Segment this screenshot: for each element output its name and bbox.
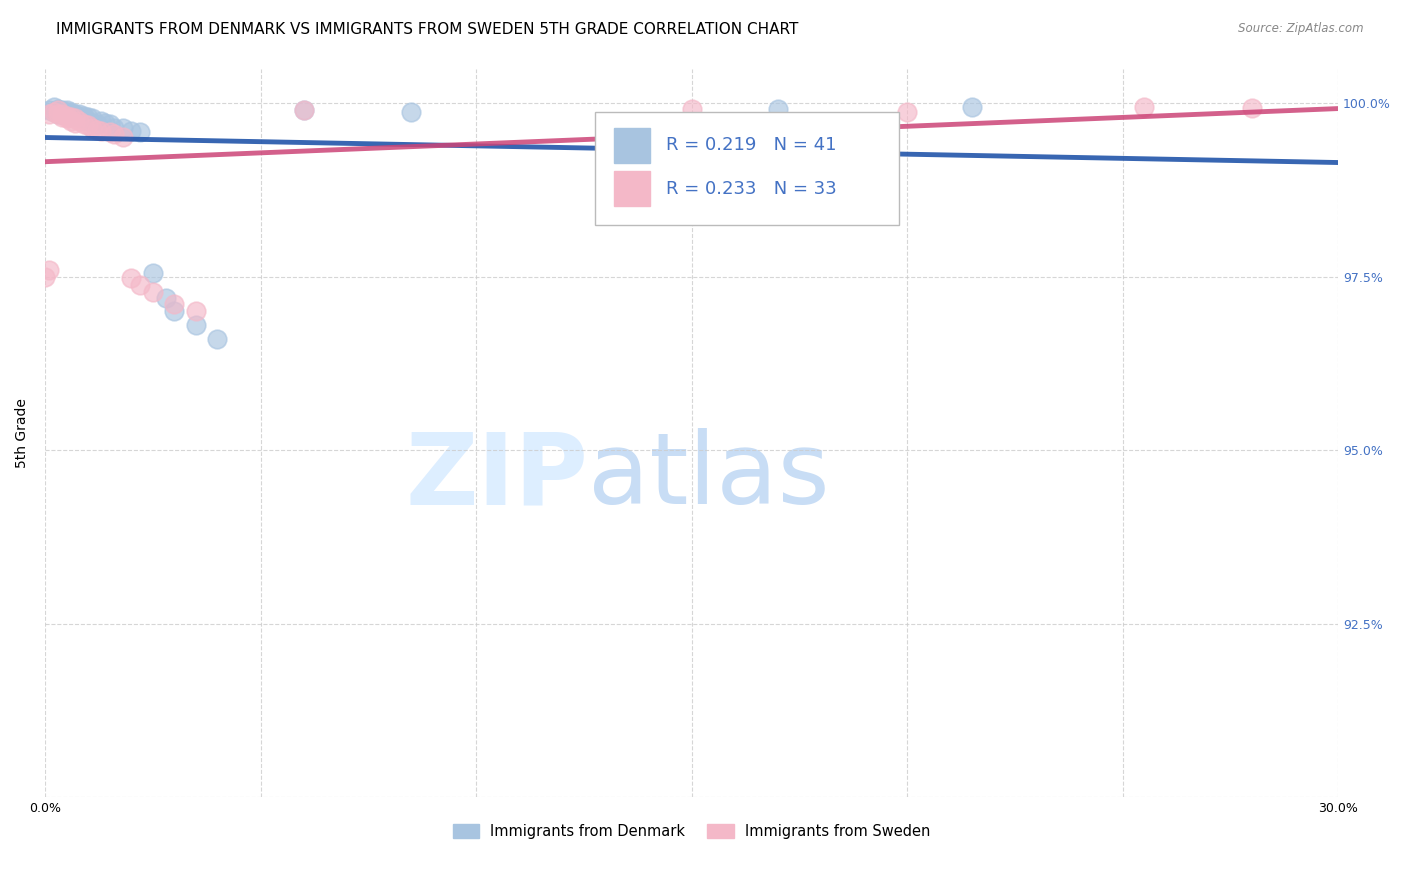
Point (155, 291, 177, 305)
Point (63, 106, 86, 120)
Point (184, 318, 207, 333)
Point (77, 110, 100, 124)
Point (766, 102, 789, 116)
Point (142, 266, 165, 280)
Text: Source: ZipAtlas.com: Source: ZipAtlas.com (1239, 22, 1364, 36)
Point (51, 104, 73, 119)
Point (681, 102, 703, 116)
Point (59, 109, 82, 123)
FancyBboxPatch shape (614, 128, 650, 162)
Point (86, 117, 108, 131)
Point (163, 304, 186, 318)
Point (73, 112, 96, 126)
Point (42, 104, 65, 119)
FancyBboxPatch shape (614, 171, 650, 206)
Point (73, 117, 96, 131)
Point (34, 269, 56, 284)
Text: IMMIGRANTS FROM DENMARK VS IMMIGRANTS FROM SWEDEN 5TH GRADE CORRELATION CHART: IMMIGRANTS FROM DENMARK VS IMMIGRANTS FR… (56, 22, 799, 37)
Point (63, 109, 86, 123)
Text: R = 0.219   N = 41: R = 0.219 N = 41 (666, 136, 837, 154)
Point (51, 106, 73, 120)
Point (77, 113, 100, 128)
Point (55, 104, 77, 119)
Point (90, 124, 112, 138)
Point (46, 106, 69, 120)
Point (960, 100, 983, 114)
Point (38, 106, 60, 120)
Point (184, 304, 207, 318)
Point (46, 104, 69, 119)
Point (59, 113, 82, 128)
Point (51, 106, 73, 120)
Point (63, 112, 86, 126)
Y-axis label: 5th Grade: 5th Grade (15, 398, 30, 467)
Point (46, 103, 69, 117)
Point (98, 117, 121, 131)
Point (55, 106, 77, 120)
Point (128, 278, 150, 293)
Point (292, 103, 315, 117)
Point (51, 110, 73, 124)
Point (128, 125, 150, 139)
Point (55, 109, 77, 123)
Point (142, 285, 165, 299)
Point (120, 271, 142, 285)
Point (207, 332, 229, 346)
Point (103, 120, 125, 135)
Text: ZIP: ZIP (405, 428, 588, 525)
Point (1133, 100, 1156, 114)
Point (98, 125, 121, 139)
Point (46, 102, 69, 116)
Text: R = 0.233   N = 33: R = 0.233 N = 33 (666, 179, 837, 198)
Text: atlas: atlas (588, 428, 830, 525)
Point (55, 103, 77, 117)
Point (46, 106, 69, 120)
Point (94, 115, 117, 129)
Point (163, 297, 186, 311)
Legend: Immigrants from Denmark, Immigrants from Sweden: Immigrants from Denmark, Immigrants from… (447, 818, 936, 845)
Point (69, 110, 91, 124)
FancyBboxPatch shape (595, 112, 898, 225)
Point (82, 120, 104, 135)
Point (38, 103, 60, 117)
Point (86, 122, 108, 136)
Point (111, 120, 134, 135)
Point (90, 113, 112, 128)
Point (69, 113, 91, 128)
Point (59, 106, 82, 120)
Point (1241, 101, 1264, 115)
Point (111, 129, 134, 144)
Point (69, 106, 91, 120)
Point (55, 112, 77, 126)
Point (103, 128, 125, 142)
Point (82, 112, 104, 126)
Point (63, 115, 86, 129)
Point (51, 103, 73, 117)
Point (59, 110, 82, 124)
Point (401, 104, 423, 119)
Point (38, 262, 60, 277)
Point (73, 109, 96, 123)
Point (77, 119, 100, 133)
Point (59, 104, 82, 119)
Point (120, 124, 142, 138)
Point (42, 100, 65, 114)
Point (292, 103, 315, 117)
Point (42, 104, 65, 119)
Point (896, 104, 918, 119)
